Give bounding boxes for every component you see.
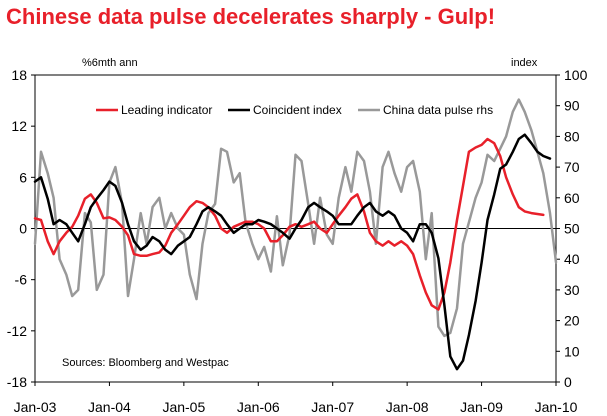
right-axis-tick-label: 30: [564, 282, 580, 298]
right-axis-label: index: [511, 57, 538, 69]
x-axis-tick-label: Jan-09: [460, 399, 503, 415]
right-axis-tick-label: 40: [564, 251, 580, 267]
right-axis-tick-label: 0: [564, 374, 572, 390]
legend: Leading indicator Coincident index China…: [96, 103, 493, 117]
x-axis-tick-label: Jan-10: [535, 399, 578, 415]
right-axis-tick-label: 80: [564, 128, 580, 144]
left-axis-tick-label: -12: [7, 323, 27, 339]
left-axis-label: %6mth ann: [82, 57, 138, 69]
x-axis-tick-label: Jan-08: [386, 399, 429, 415]
left-axis-tick-label: 18: [11, 67, 27, 83]
legend-label-coincident: Coincident index: [253, 103, 342, 117]
right-axis-tick-label: 100: [564, 67, 588, 83]
right-axis-tick-label: 60: [564, 190, 580, 206]
right-axis-tick-label: 70: [564, 159, 580, 175]
right-axis-tick-label: 90: [564, 98, 580, 114]
tick-layer: 181260-6-12-181009080706050403020100Jan-…: [7, 67, 588, 415]
chart-title: Chinese data pulse decelerates sharply -…: [6, 4, 496, 29]
left-axis-tick-label: -6: [15, 272, 28, 288]
right-axis-tick-label: 10: [564, 343, 580, 359]
left-axis-tick-label: 0: [19, 221, 27, 237]
left-axis-tick-label: -18: [7, 374, 27, 390]
x-axis-tick-label: Jan-04: [88, 399, 131, 415]
legend-label-pulse: China data pulse rhs: [383, 103, 493, 117]
right-axis-tick-label: 20: [564, 313, 580, 329]
left-axis-tick-label: 6: [19, 169, 27, 185]
series-line-coincident-index: [33, 133, 552, 371]
x-axis-tick-label: Jan-06: [237, 399, 280, 415]
source-note: Sources: Bloomberg and Westpac: [62, 357, 229, 369]
x-axis-tick-label: Jan-03: [14, 399, 57, 415]
series-line-leading-indicator: [33, 137, 545, 311]
series-layer: [33, 98, 558, 371]
legend-label-leading: Leading indicator: [121, 103, 212, 117]
right-axis-tick-label: 50: [564, 221, 580, 237]
x-axis-tick-label: Jan-05: [162, 399, 205, 415]
left-axis-tick-label: 12: [11, 118, 27, 134]
x-axis-tick-label: Jan-07: [311, 399, 354, 415]
